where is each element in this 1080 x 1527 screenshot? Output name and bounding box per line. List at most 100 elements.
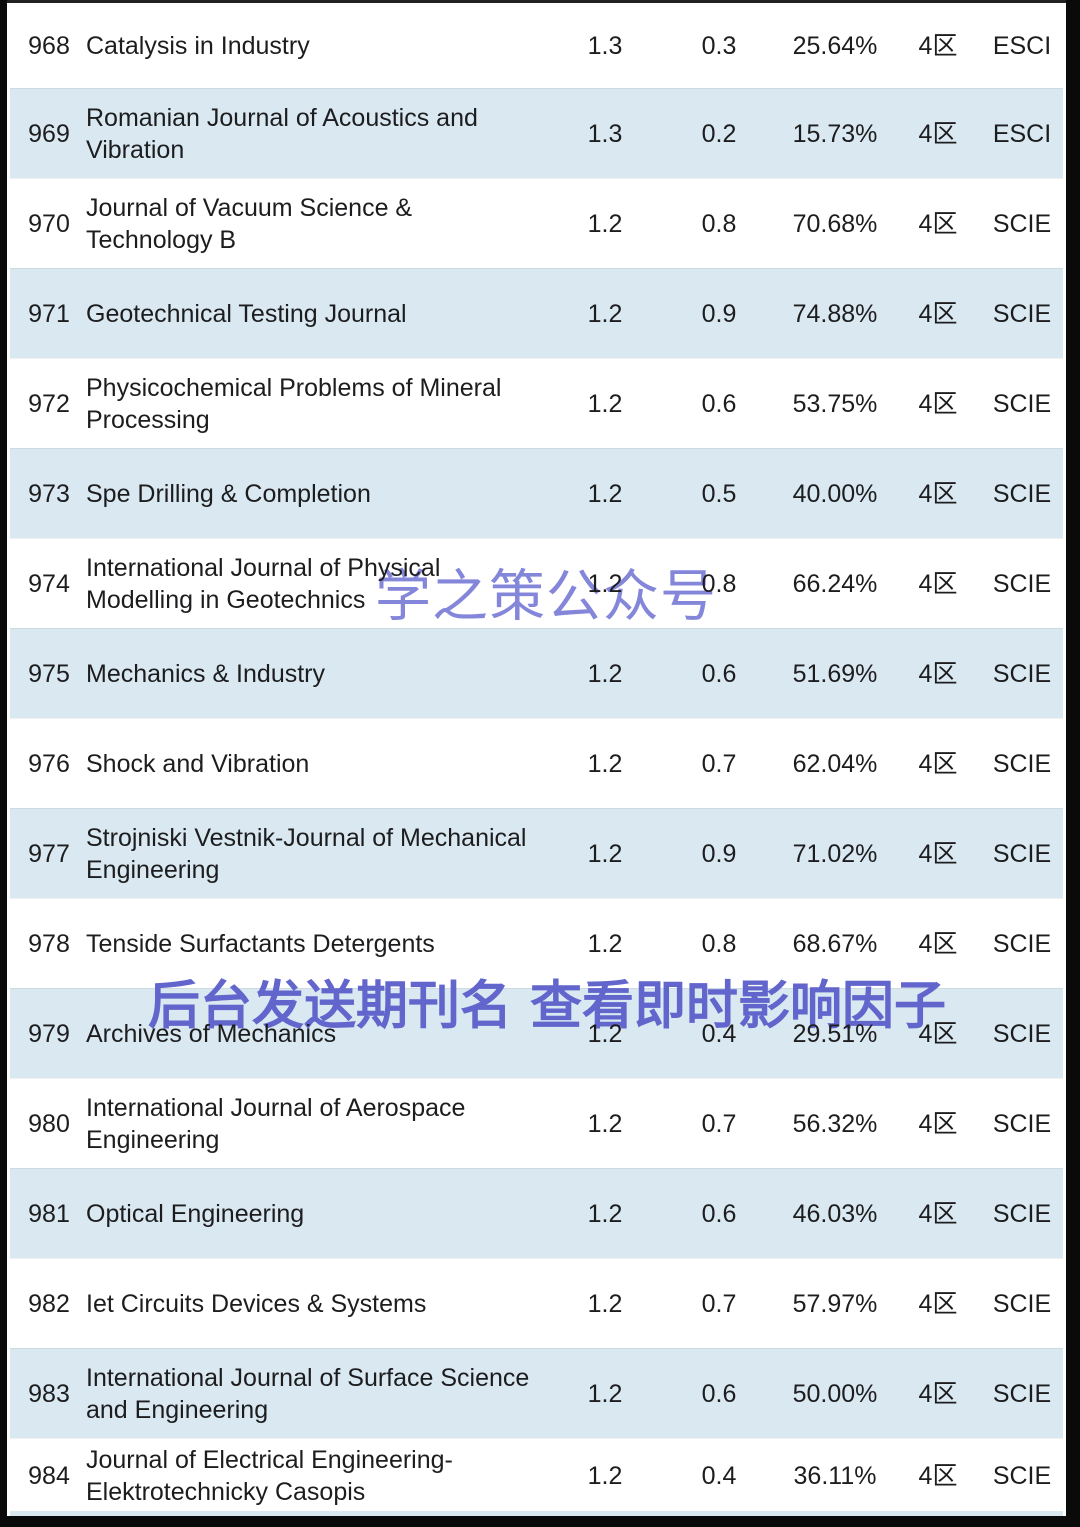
percentile-value: 56.32%	[792, 1109, 878, 1138]
percentile-value: 71.02%	[792, 839, 878, 868]
table-row: 974 International Journal of Physical Mo…	[10, 538, 1063, 628]
zone-value: 4区	[918, 659, 958, 688]
percentile-value: 68.67%	[792, 929, 878, 958]
impact-factor-value: 1.2	[587, 1109, 623, 1138]
impact-factor-value: 1.2	[587, 1199, 623, 1228]
zone-value: 4区	[918, 749, 958, 778]
rank-value: 981	[28, 1199, 70, 1228]
impact-factor-value: 1.2	[587, 839, 623, 868]
index-type-value: SCIE	[992, 839, 1052, 868]
table-row: 972 Physicochemical Problems of Mineral …	[10, 358, 1063, 448]
percentile-value: 62.04%	[792, 749, 878, 778]
journal-name: Catalysis in Industry	[86, 31, 310, 60]
journal-name: Geotechnical Testing Journal	[86, 299, 407, 328]
zone-value: 4区	[918, 839, 958, 868]
percentile-value: 51.69%	[792, 659, 878, 688]
watermark-center-text: 学之策公众号	[375, 564, 717, 630]
rank-value: 972	[28, 389, 70, 418]
table-row: 971 Geotechnical Testing Journal 1.2 0.9…	[10, 268, 1063, 358]
index-type-value: SCIE	[992, 1199, 1052, 1228]
percentile-value: 29.51%	[792, 1019, 878, 1048]
rank-value: 975	[28, 659, 70, 688]
index-type-value: SCIE	[992, 1379, 1052, 1408]
percentile-value: 46.03%	[792, 1199, 878, 1228]
zone-value: 4区	[918, 1289, 958, 1318]
index-type-value: SCIE	[992, 749, 1052, 778]
impact-factor-value: 1.3	[587, 31, 623, 60]
journal-name: International Journal of Aerospace Engin…	[86, 1093, 466, 1154]
metric-value: 0.7	[701, 749, 737, 778]
impact-factor-value: 1.2	[587, 659, 623, 688]
metric-value: 0.8	[701, 209, 737, 238]
percentile-value: 57.97%	[792, 1289, 878, 1318]
zone-value: 4区	[918, 1379, 958, 1408]
journal-name: Optical Engineering	[86, 1199, 305, 1228]
journal-name: Tenside Surfactants Detergents	[86, 929, 435, 958]
zone-value: 4区	[918, 569, 958, 598]
rank-value: 978	[28, 929, 70, 958]
rank-value: 980	[28, 1109, 70, 1138]
table-row: 976 Shock and Vibration 1.2 0.7 62.04% 4…	[10, 718, 1063, 808]
journal-name: Journal of Electrical Engineering- Elekt…	[86, 1445, 453, 1506]
zone-value: 4区	[918, 1019, 958, 1048]
next-row-partial	[10, 1511, 1063, 1516]
zone-value: 4区	[918, 479, 958, 508]
index-type-value: ESCI	[992, 119, 1052, 148]
journal-name: Romanian Journal of Acoustics and Vibrat…	[86, 103, 478, 164]
zone-value: 4区	[918, 1199, 958, 1228]
impact-factor-value: 1.2	[587, 929, 623, 958]
percentile-value: 53.75%	[792, 389, 878, 418]
table-row: 978 Tenside Surfactants Detergents 1.2 0…	[10, 898, 1063, 988]
journal-name: International Journal of Surface Science…	[86, 1363, 530, 1424]
table-row: 984 Journal of Electrical Engineering- E…	[10, 1438, 1063, 1512]
table-border-bottom	[0, 1516, 1080, 1527]
zone-value: 4区	[918, 209, 958, 238]
journal-name: Strojniski Vestnik-Journal of Mechanical…	[86, 823, 527, 884]
rank-value: 971	[28, 299, 70, 328]
percentile-value: 15.73%	[792, 119, 878, 148]
index-type-value: SCIE	[992, 479, 1052, 508]
percentile-value: 66.24%	[792, 569, 878, 598]
metric-value: 0.9	[701, 299, 737, 328]
table-row: 970 Journal of Vacuum Science & Technolo…	[10, 178, 1063, 268]
index-type-value: SCIE	[992, 659, 1052, 688]
table-row: 977 Strojniski Vestnik-Journal of Mechan…	[10, 808, 1063, 898]
journal-name: Iet Circuits Devices & Systems	[86, 1289, 427, 1318]
table-row: 969 Romanian Journal of Acoustics and Vi…	[10, 88, 1063, 178]
index-type-value: SCIE	[992, 209, 1052, 238]
journal-table: 968 Catalysis in Industry 1.3 0.3 25.64%…	[10, 3, 1063, 1512]
rank-value: 982	[28, 1289, 70, 1318]
table-row: 979 Archives of Mechanics 1.2 0.4 29.51%…	[10, 988, 1063, 1078]
rank-value: 977	[28, 839, 70, 868]
rank-value: 976	[28, 749, 70, 778]
metric-value: 0.5	[701, 479, 737, 508]
index-type-value: SCIE	[992, 929, 1052, 958]
percentile-value: 40.00%	[792, 479, 878, 508]
percentile-value: 25.64%	[792, 31, 878, 60]
impact-factor-value: 1.3	[587, 119, 623, 148]
impact-factor-value: 1.2	[587, 1461, 623, 1490]
impact-factor-value: 1.2	[587, 299, 623, 328]
table-border-top	[0, 0, 1080, 3]
zone-value: 4区	[918, 1461, 958, 1490]
rank-value: 968	[28, 31, 70, 60]
zone-value: 4区	[918, 929, 958, 958]
zone-value: 4区	[918, 1109, 958, 1138]
impact-factor-value: 1.2	[587, 479, 623, 508]
impact-factor-value: 1.2	[587, 209, 623, 238]
table-row: 983 International Journal of Surface Sci…	[10, 1348, 1063, 1438]
metric-value: 0.3	[701, 31, 737, 60]
journal-name: Shock and Vibration	[86, 749, 310, 778]
index-type-value: SCIE	[992, 569, 1052, 598]
metric-value: 0.7	[701, 1109, 737, 1138]
table-border-right	[1066, 0, 1080, 1527]
rank-value: 979	[28, 1019, 70, 1048]
metric-value: 0.4	[701, 1019, 737, 1048]
percentile-value: 74.88%	[792, 299, 878, 328]
metric-value: 0.6	[701, 1199, 737, 1228]
table-row: 982 Iet Circuits Devices & Systems 1.2 0…	[10, 1258, 1063, 1348]
rank-value: 973	[28, 479, 70, 508]
watermark-banner-text: 后台发送期刊名 查看即时影响因子	[147, 975, 947, 1037]
zone-value: 4区	[918, 299, 958, 328]
index-type-value: SCIE	[992, 1109, 1052, 1138]
